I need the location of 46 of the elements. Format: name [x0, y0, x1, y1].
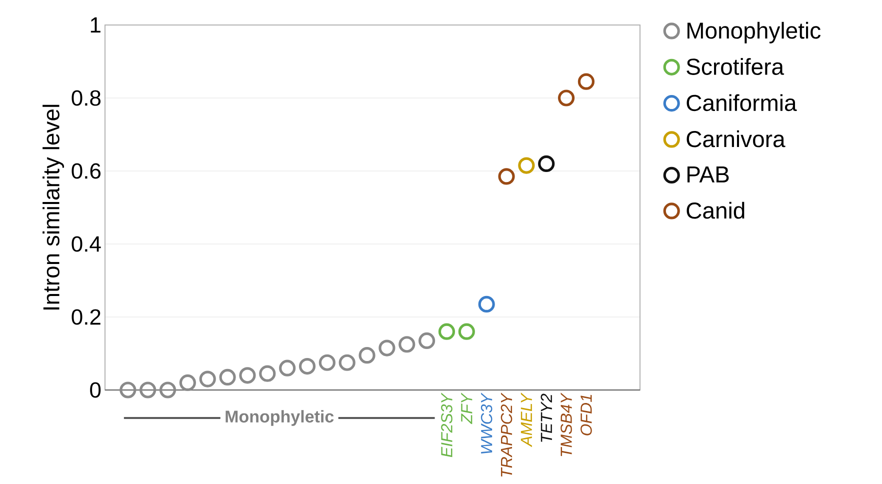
point [259, 365, 276, 382]
point [478, 296, 495, 313]
legend-label: Caniformia [686, 94, 797, 112]
point [578, 73, 595, 90]
point [458, 323, 475, 340]
x-tick-label: AMELY [520, 392, 532, 448]
x-tick-label: EIF2S3Y [441, 392, 452, 458]
point [159, 382, 176, 398]
point [120, 382, 136, 398]
point [378, 340, 396, 356]
y-tick-label: 0 [90, 382, 101, 398]
point [219, 368, 236, 386]
point [398, 336, 416, 353]
legend-label: Scrotifera [686, 58, 784, 75]
point [498, 168, 515, 185]
point [338, 354, 356, 371]
legend-label: Carnivora [686, 130, 786, 148]
point [239, 367, 256, 384]
legend-label: Canid [686, 202, 744, 219]
x-tick-label: TETY2 [540, 394, 552, 442]
point [518, 157, 535, 174]
x-tick-label: OFD1 [580, 394, 592, 436]
point [298, 358, 316, 375]
point [438, 323, 456, 340]
point [558, 90, 575, 106]
x-tick-label: WWC3Y [480, 392, 492, 454]
x-tick-label: TRAPPC2Y [500, 392, 512, 477]
point [279, 360, 296, 376]
x-tick-label: ZFY [461, 392, 472, 424]
point [358, 347, 376, 364]
point [418, 332, 436, 350]
y-tick-label: 0.6 [72, 163, 101, 179]
x-tick-label: TMSB4Y [560, 392, 572, 456]
y-tick-label: 0.2 [72, 309, 100, 325]
y-tick-label: 1 [90, 17, 100, 33]
y-tick-label: 0.8 [72, 90, 101, 106]
point [199, 370, 216, 388]
point [318, 354, 336, 371]
y-axis-title: Intron similarity level [42, 104, 64, 310]
legend-label: PAB [687, 166, 729, 182]
point [140, 382, 156, 398]
y-tick-label: 0.4 [72, 236, 101, 252]
text: Monophyletic [226, 410, 334, 426]
legend-label: Monophyletic [687, 22, 821, 44]
point [538, 155, 555, 172]
point [179, 374, 196, 391]
